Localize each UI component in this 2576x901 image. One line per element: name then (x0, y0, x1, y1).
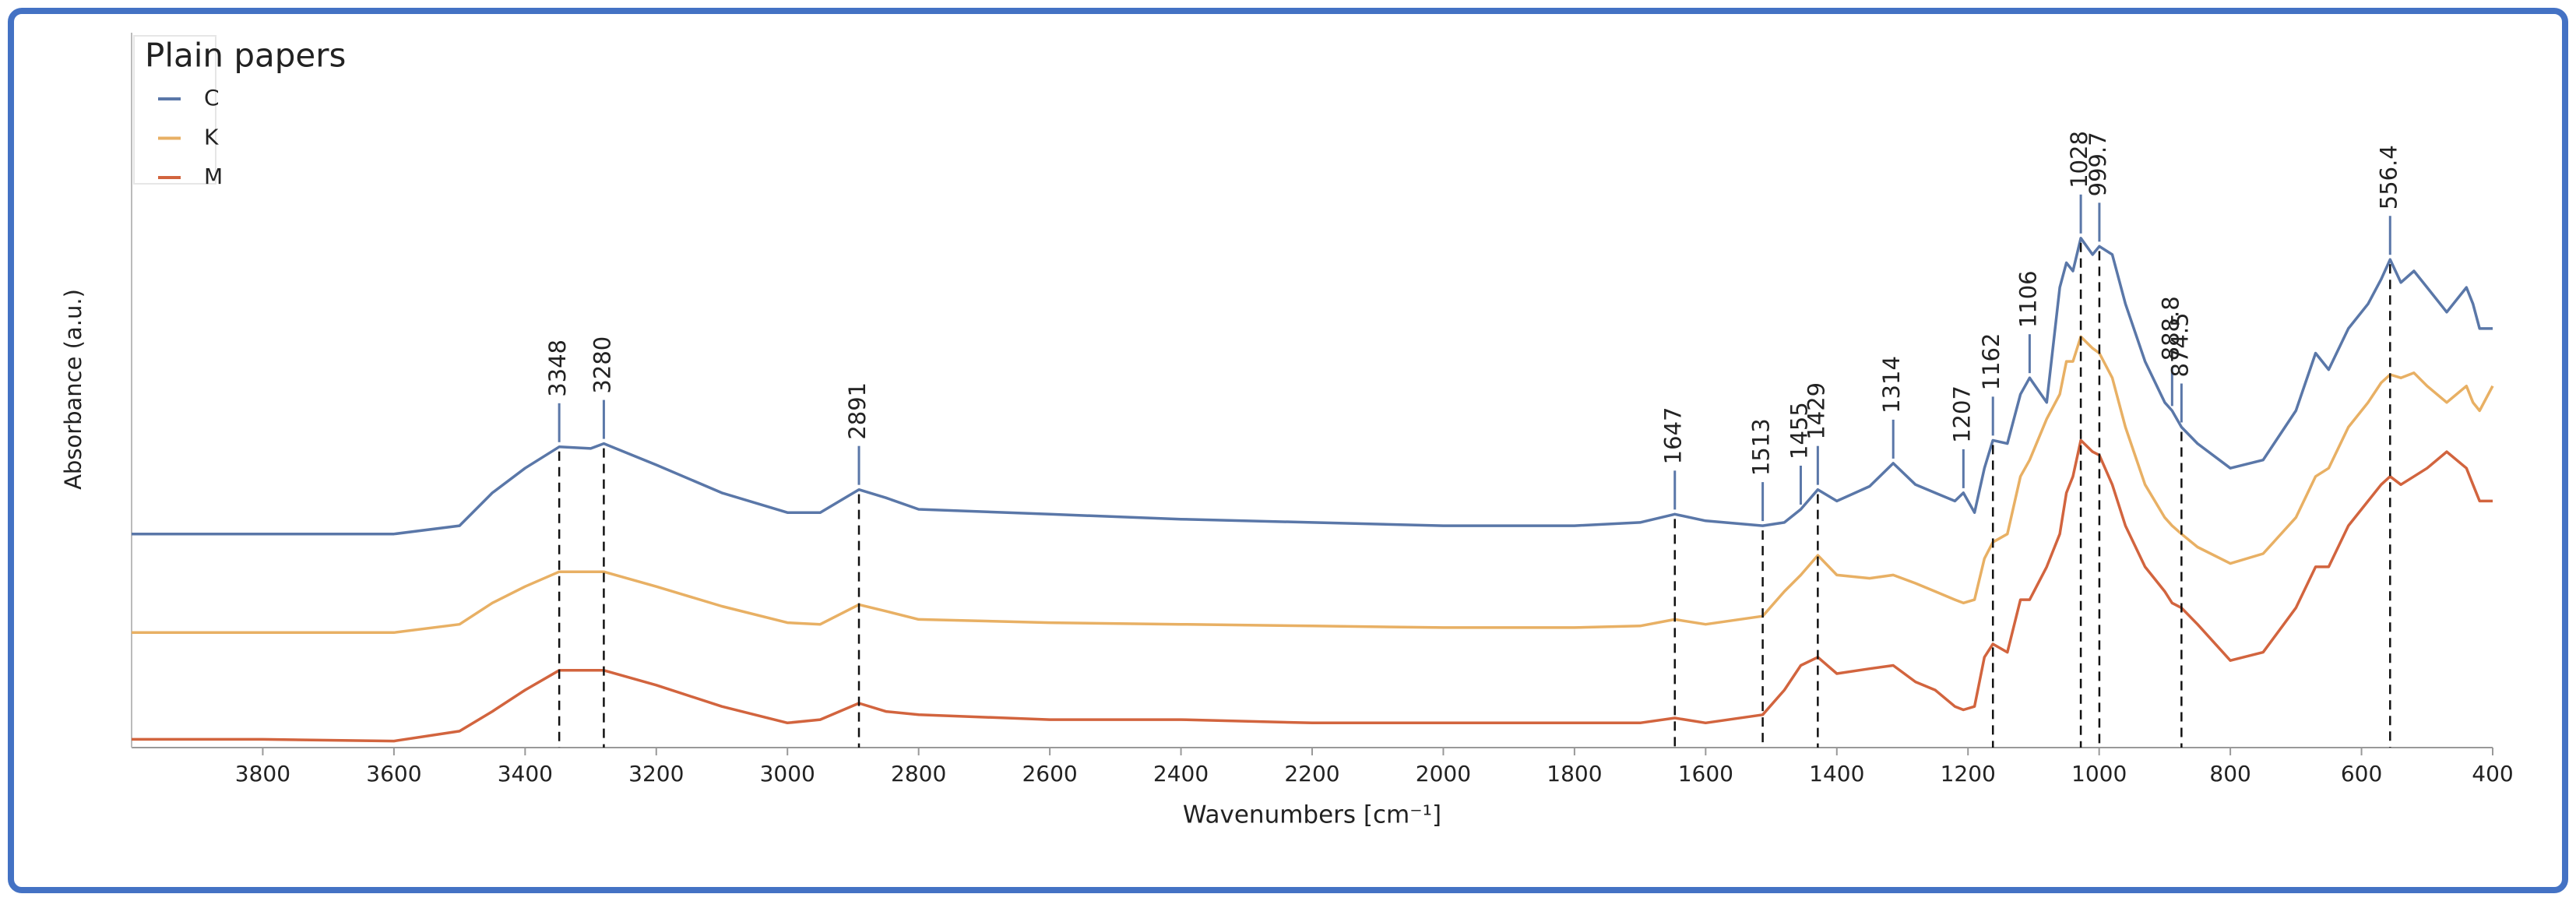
peak-label: 2891 (844, 382, 871, 440)
x-tick-label: 2800 (891, 761, 946, 787)
x-tick-label: 1000 (2071, 761, 2127, 787)
x-tick-label: 3800 (235, 761, 290, 787)
spectrum-line (132, 335, 2494, 635)
legend-label: C (204, 85, 220, 111)
peak-label: 1106 (2015, 270, 2041, 328)
x-axis-label: Wavenumbers [cm⁻¹] (1183, 801, 1441, 829)
peak-label: 999.7 (2085, 132, 2111, 196)
x-tick-label: 1400 (1809, 761, 1864, 787)
x-tick-label: 800 (2209, 761, 2250, 787)
peak-label: 1513 (1748, 418, 1775, 476)
x-tick-label: 1600 (1678, 761, 1733, 787)
x-tick-label: 3200 (628, 761, 684, 787)
x-tick-label: 600 (2341, 761, 2382, 787)
legend-box (133, 35, 216, 185)
x-tick-label: 2200 (1284, 761, 1339, 787)
peak-label: 874.5 (2166, 312, 2193, 377)
legend-label: K (204, 125, 219, 150)
x-tick-label: 1800 (1547, 761, 1602, 787)
peak-label: 1455 (1786, 402, 1812, 459)
x-tick-label: 3600 (366, 761, 421, 787)
peak-label: 1429 (1803, 382, 1829, 440)
x-tick-label: 400 (2472, 761, 2513, 787)
peak-label: 556.4 (2375, 145, 2402, 209)
peak-label: 3280 (589, 336, 615, 394)
frame (8, 8, 2568, 893)
peak-label: 3348 (544, 340, 571, 397)
x-tick-label: 3000 (760, 761, 815, 787)
x-tick-label: 2400 (1153, 761, 1209, 787)
legend-title: Plain papers (145, 37, 346, 75)
x-tick-label: 1200 (1941, 761, 1996, 787)
peak-label: 888.8 (2157, 296, 2184, 361)
y-axis-label: Absorbance (a.u.) (60, 289, 86, 490)
peak-label: 1207 (1948, 385, 1975, 443)
x-tick-label: 2000 (1416, 761, 1471, 787)
peak-label: 1647 (1660, 407, 1687, 465)
legend-label: M (204, 164, 223, 189)
peak-label: 1314 (1878, 356, 1905, 414)
x-tick-label: 3400 (498, 761, 553, 787)
peak-label: 1162 (1978, 333, 2004, 391)
spectrum-line (132, 237, 2493, 536)
x-tick-label: 2600 (1022, 761, 1077, 787)
spectrum-line (132, 438, 2493, 743)
peak-label: 1028 (2066, 131, 2092, 188)
